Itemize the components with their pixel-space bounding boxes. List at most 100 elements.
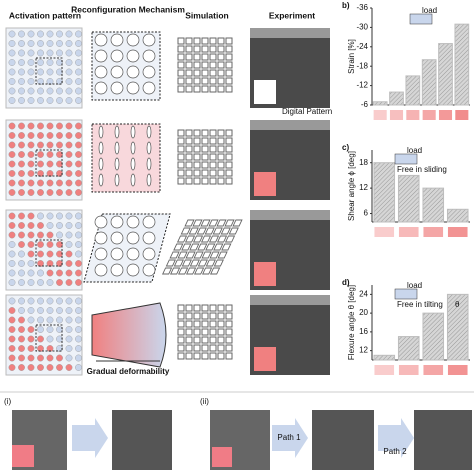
- hole: [46, 179, 54, 187]
- hole: [37, 141, 44, 149]
- hole: [37, 250, 44, 258]
- sim-cell: [225, 161, 233, 169]
- bar: [373, 162, 396, 223]
- cell: [126, 33, 140, 47]
- sim-cell: [165, 259, 176, 267]
- hole: [8, 122, 16, 130]
- hole: [8, 316, 16, 324]
- bar: [446, 293, 469, 361]
- hole: [18, 78, 25, 85]
- platen: [250, 295, 330, 305]
- cell: [130, 125, 136, 139]
- hole: [27, 160, 35, 168]
- sim-cell: [185, 251, 196, 259]
- sim-cell: [173, 259, 184, 267]
- hole: [56, 316, 63, 324]
- hole: [56, 231, 63, 239]
- sim-cell: [209, 129, 217, 137]
- hole: [75, 160, 82, 168]
- hole: [46, 97, 54, 104]
- hole: [37, 170, 44, 177]
- hole: [18, 279, 25, 286]
- pattern-inset: [254, 172, 276, 196]
- hole: [75, 279, 82, 286]
- hole: [18, 335, 25, 343]
- cell: [130, 173, 136, 187]
- sim-cell: [225, 85, 233, 93]
- hole: [56, 160, 63, 168]
- sim-cell: [193, 312, 201, 320]
- sim-cell: [225, 304, 233, 312]
- hole: [56, 222, 63, 229]
- hole: [56, 68, 63, 76]
- hole: [65, 345, 73, 352]
- sim-cell: [201, 267, 213, 275]
- sim-cell: [209, 77, 217, 85]
- hole: [18, 297, 25, 305]
- cell: [94, 215, 108, 229]
- hole: [56, 59, 63, 66]
- sim-cell: [177, 153, 185, 161]
- cell: [142, 215, 156, 229]
- sim-cell: [193, 85, 201, 93]
- hole: [75, 316, 82, 324]
- sim-cell: [193, 177, 201, 185]
- sim-cell: [177, 161, 185, 169]
- sim-cell: [185, 153, 193, 161]
- sim-cell: [217, 177, 225, 185]
- sim-cell: [177, 53, 185, 61]
- hole: [27, 97, 35, 104]
- hole: [65, 59, 73, 66]
- sim-cell: [181, 243, 192, 251]
- hole: [65, 231, 73, 239]
- hole: [18, 354, 25, 362]
- cell: [110, 247, 124, 261]
- hole: [75, 307, 82, 314]
- hole: [75, 354, 82, 362]
- hole: [8, 132, 16, 139]
- hole: [37, 297, 44, 305]
- hole: [65, 141, 73, 149]
- sim-cell: [209, 69, 217, 77]
- sim-cell: [225, 177, 233, 185]
- sim-cell: [205, 259, 216, 267]
- sim-cell: [217, 161, 225, 169]
- header: Experiment: [269, 10, 315, 20]
- hole: [46, 250, 54, 258]
- hole: [65, 122, 73, 130]
- sim-cell: [177, 69, 185, 77]
- hole: [8, 260, 16, 267]
- hole: [8, 231, 16, 239]
- sim-cell: [209, 161, 217, 169]
- hole: [18, 250, 25, 258]
- hole: [8, 68, 16, 76]
- bar: [422, 187, 445, 223]
- pattern-inset: [254, 262, 276, 286]
- hole: [46, 297, 54, 305]
- hole: [56, 269, 63, 277]
- cell: [114, 157, 120, 171]
- hole: [56, 335, 63, 343]
- hole: [46, 345, 54, 352]
- hole: [18, 364, 25, 371]
- hole: [56, 78, 63, 85]
- hole: [46, 326, 54, 333]
- hole: [8, 241, 16, 248]
- sim-cell: [209, 267, 221, 275]
- hole: [37, 354, 44, 362]
- sim-cell: [201, 129, 209, 137]
- sim-cell: [225, 145, 233, 153]
- hole: [37, 316, 44, 324]
- sim-cell: [205, 243, 216, 251]
- charts: b) Strain [%] -36 -30 -24 -18 -12 -6 load c)Shear…: [342, 1, 470, 375]
- bar: [372, 101, 388, 106]
- sim-cell: [185, 304, 193, 312]
- cell: [98, 157, 104, 171]
- sim-cell: [193, 153, 201, 161]
- hole: [27, 40, 35, 47]
- hole: [37, 122, 44, 130]
- sim-cell: [224, 219, 235, 227]
- sim-cell: [225, 45, 233, 53]
- hole: [18, 30, 25, 38]
- hole: [37, 307, 44, 314]
